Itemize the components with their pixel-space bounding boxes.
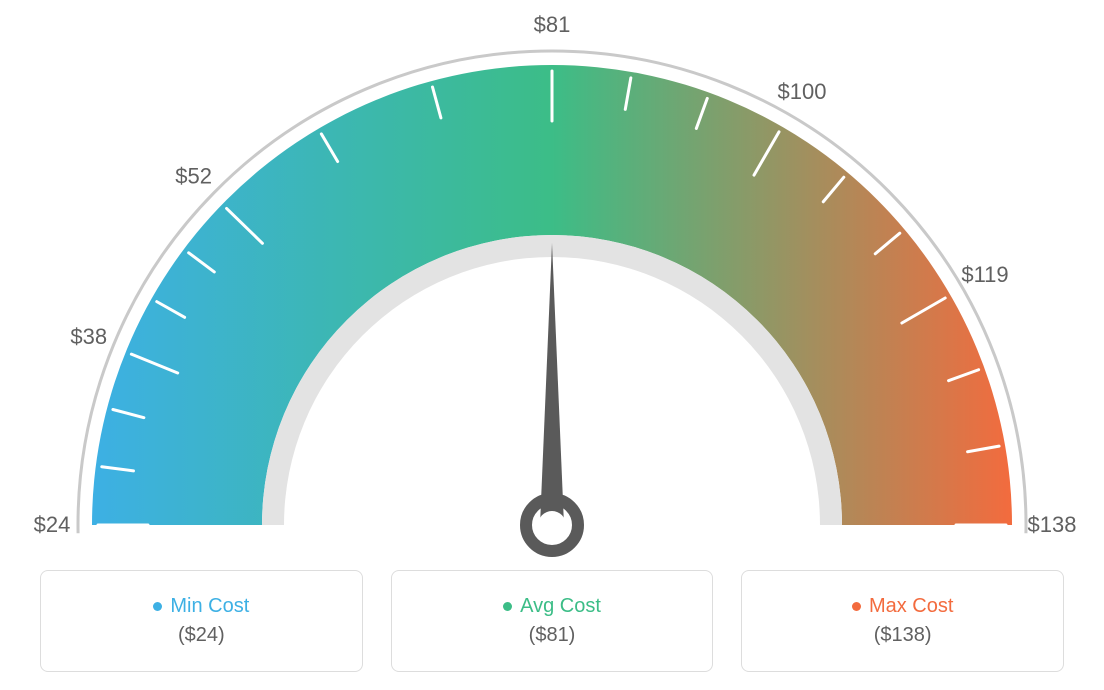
- gauge-svg: $24 $38 $52 $81 $100 $119 $138: [0, 0, 1104, 600]
- tick-label: $100: [778, 79, 827, 104]
- gauge-chart-container: $24 $38 $52 $81 $100 $119 $138 Min Cost ($24) …: [0, 0, 1104, 690]
- legend-dot-max: [852, 602, 861, 611]
- legend-label-max: Max Cost: [869, 595, 953, 618]
- tick-label: $38: [70, 324, 107, 349]
- tick-label: $81: [534, 12, 571, 37]
- legend-title-min: Min Cost: [153, 595, 249, 618]
- legend-value-min: ($24): [178, 624, 225, 647]
- legend-row: Min Cost ($24) Avg Cost ($81) Max Cost (…: [0, 570, 1104, 690]
- legend-dot-min: [153, 602, 162, 611]
- needle: [540, 243, 564, 525]
- legend-title-max: Max Cost: [852, 595, 953, 618]
- gauge-arc-right: [552, 65, 1012, 525]
- legend-value-avg: ($81): [529, 624, 576, 647]
- legend-value-max: ($138): [874, 624, 932, 647]
- tick-label: $24: [34, 512, 71, 537]
- legend-card-max: Max Cost ($138): [741, 570, 1064, 672]
- needle-hub-inner: [538, 511, 566, 539]
- legend-label-min: Min Cost: [170, 595, 249, 618]
- legend-card-avg: Avg Cost ($81): [391, 570, 714, 672]
- gauge-area: $24 $38 $52 $81 $100 $119 $138: [0, 0, 1104, 600]
- legend-title-avg: Avg Cost: [503, 595, 601, 618]
- legend-card-min: Min Cost ($24): [40, 570, 363, 672]
- tick-label: $52: [175, 163, 212, 188]
- tick-label: $119: [961, 262, 1008, 287]
- legend-dot-avg: [503, 602, 512, 611]
- tick-label: $138: [1028, 512, 1077, 537]
- legend-label-avg: Avg Cost: [520, 595, 601, 618]
